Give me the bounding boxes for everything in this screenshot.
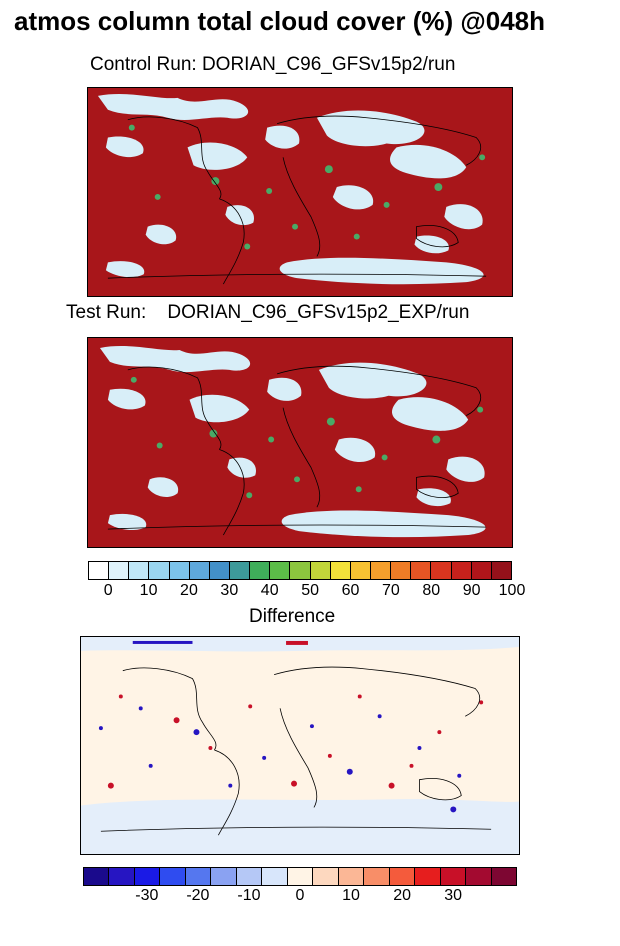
colorbar-swatch [370, 562, 392, 579]
colorbar-swatch [415, 868, 441, 885]
test-map-svg [88, 338, 512, 547]
colorbar-tick-label: -30 [135, 887, 159, 904]
colorbar-tick-label: 80 [422, 582, 441, 599]
colorbar-swatch [129, 562, 150, 579]
colorbar-swatch [160, 868, 186, 885]
colorbar-tick-label: -20 [186, 887, 210, 904]
colorbar-swatch [491, 562, 511, 579]
test-run-title: Test Run: DORIAN_C96_GFSv15p2_EXP/run [66, 302, 470, 323]
difference-title: Difference [249, 606, 336, 627]
cloud-cover-colorbar-ticks: 0 10 20 30 40 50 60 70 80 90 100 [88, 582, 526, 602]
colorbar-tick-label: 20 [180, 582, 198, 599]
difference-colorbar [83, 867, 517, 886]
difference-colorbar-ticks: -30 -20 -10 0 10 20 30 [83, 887, 517, 907]
colorbar-swatch [466, 868, 492, 885]
colorbar-tick-label: 10 [139, 582, 158, 599]
cloud-cover-colorbar [88, 561, 512, 580]
colorbar-tick-label: 0 [103, 582, 113, 599]
colorbar-swatch [229, 562, 251, 579]
colorbar-swatch [84, 868, 110, 885]
colorbar-swatch [389, 868, 416, 885]
colorbar-tick-label: 70 [381, 582, 400, 599]
colorbar-swatch [391, 562, 412, 579]
colorbar-swatch [431, 562, 452, 579]
colorbar-tick-label: 50 [301, 582, 319, 599]
colorbar-tick-label: 60 [341, 582, 360, 599]
colorbar-tick-label: -10 [237, 887, 261, 904]
colorbar-tick-label: 40 [260, 582, 279, 599]
colorbar-swatch [189, 562, 210, 579]
colorbar-swatch [209, 562, 230, 579]
colorbar-tick-label: 90 [462, 582, 481, 599]
colorbar-tick-label: 0 [295, 887, 305, 904]
colorbar-swatch [109, 868, 135, 885]
colorbar-swatch [89, 562, 110, 579]
colorbar-swatch [262, 868, 288, 885]
colorbar-swatch [169, 562, 190, 579]
colorbar-swatch [250, 562, 271, 579]
colorbar-swatch [236, 868, 263, 885]
page-title: atmos column total cloud cover (%) @048h [14, 6, 546, 36]
colorbar-swatch [330, 562, 351, 579]
colorbar-swatch [287, 868, 314, 885]
colorbar-tick-label: 30 [220, 582, 239, 599]
colorbar-swatch [411, 562, 432, 579]
colorbar-swatch [313, 868, 339, 885]
colorbar-swatch [338, 868, 365, 885]
colorbar-swatch [149, 562, 170, 579]
colorbar-swatch [211, 868, 237, 885]
colorbar-swatch [471, 562, 492, 579]
colorbar-swatch [290, 562, 311, 579]
colorbar-swatch [270, 562, 291, 579]
colorbar-swatch [350, 562, 371, 579]
test-run-map [87, 337, 513, 548]
control-run-title: Control Run: DORIAN_C96_GFSv15p2/run [90, 54, 456, 75]
colorbar-swatch [491, 868, 516, 885]
colorbar-swatch [451, 562, 472, 579]
colorbar-swatch [440, 868, 467, 885]
colorbar-swatch [109, 562, 130, 579]
difference-map [80, 636, 520, 855]
colorbar-tick-label: 30 [444, 887, 463, 904]
colorbar-swatch [134, 868, 161, 885]
control-run-map [87, 87, 513, 297]
colorbar-tick-label: 10 [342, 887, 360, 904]
colorbar-tick-label: 100 [498, 582, 526, 599]
difference-map-svg [81, 637, 519, 854]
colorbar-swatch [310, 562, 331, 579]
colorbar-tick-label: 20 [393, 887, 412, 904]
colorbar-swatch [185, 868, 212, 885]
colorbar-swatch [364, 868, 390, 885]
control-map-svg [88, 88, 512, 296]
